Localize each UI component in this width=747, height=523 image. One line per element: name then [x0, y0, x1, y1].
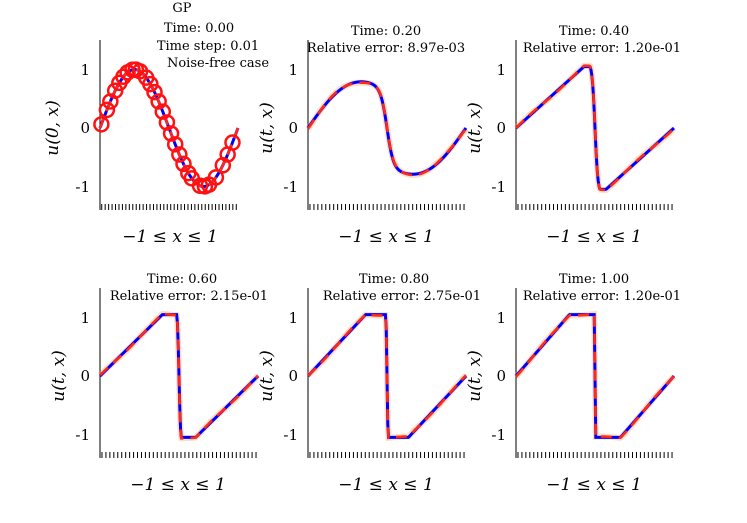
panel-3-ytick-neg1: -1 [491, 178, 506, 196]
panel-2-title-2: Relative error: 8.97e-03 [307, 41, 465, 56]
panel-4-rug [101, 452, 257, 458]
panel-1-observation-point-16 [162, 125, 180, 142]
panel-4-title-1: Time: 0.60 [147, 272, 217, 287]
panel-6-ylabel: u(t, x) [465, 350, 485, 401]
panel-4-plot [97, 310, 261, 442]
panel-3-exact-line [514, 65, 676, 191]
panel-3-xlabel: −1 ≤ x ≤ 1 [546, 227, 642, 247]
panel-4-title-2: Relative error: 2.15e-01 [110, 289, 268, 304]
panel-1-observation-point-11 [142, 75, 159, 93]
panel-6-title-1: Time: 1.00 [559, 272, 629, 287]
panel-1: Time: 0.00 Time step: 0.01 Noise-free ca… [43, 21, 269, 247]
panel-1-observation-point-0 [93, 116, 110, 133]
panel-5-ytick-0: 0 [288, 367, 298, 385]
panel-2-plot [305, 79, 469, 179]
panel-6-xlabel: −1 ≤ x ≤ 1 [546, 475, 642, 495]
panel-1-observation-point-18 [171, 146, 188, 163]
panel-1-observation-point-13 [150, 93, 167, 110]
panel-3-title-2: Relative error: 1.20e-01 [523, 41, 681, 56]
panel-5-ytick-neg1: -1 [283, 426, 298, 444]
panel-6-yticks: 1 0 -1 [491, 309, 506, 444]
panel-2-prediction-line [306, 81, 468, 177]
panel-1-observation-point-19 [175, 155, 192, 173]
panel-5-xlabel: −1 ≤ x ≤ 1 [338, 475, 434, 495]
panel-3: Time: 0.40 Relative error: 1.20e-01 1 0 … [465, 24, 681, 247]
panel-4-ytick-0: 0 [80, 367, 90, 385]
panel-1-ytick-neg1: -1 [75, 178, 90, 196]
panel-3-yticks: 1 0 -1 [491, 61, 506, 196]
panel-5-title-2: Relative error: 2.75e-01 [323, 289, 481, 304]
panel-3-plot [513, 62, 677, 194]
panel-3-ylabel: u(t, x) [465, 102, 485, 153]
panel-2-xlabel: −1 ≤ x ≤ 1 [338, 227, 434, 247]
panel-2-ylabel: u(t, x) [257, 102, 277, 153]
panel-5-plot [305, 311, 469, 442]
panel-1-observation-point-28 [224, 134, 241, 151]
panel-5-ylabel: u(t, x) [257, 350, 277, 401]
panel-5-yticks: 1 0 -1 [283, 309, 298, 444]
panel-6-ytick-1: 1 [496, 309, 506, 327]
panel-1-observation-point-14 [154, 103, 172, 120]
panel-2-ytick-0: 0 [288, 119, 298, 137]
panel-5-ytick-1: 1 [288, 309, 298, 327]
panel-6-ytick-neg1: -1 [491, 426, 506, 444]
panel-6-prediction-line [515, 312, 675, 440]
panel-4-prediction-line [99, 312, 259, 440]
panel-4-ylabel: u(t, x) [49, 350, 69, 401]
panel-3-title-1: Time: 0.40 [559, 24, 629, 39]
panel-1-observation-point-3 [106, 82, 124, 99]
panel-2-rug [309, 204, 465, 210]
panel-4-ytick-neg1: -1 [75, 426, 90, 444]
panel-1-ytick-1: 1 [80, 61, 90, 79]
panel-5-rug [309, 452, 465, 458]
panel-1-yticks: 1 0 -1 [75, 61, 90, 196]
panel-1-observation-point-25 [207, 169, 225, 186]
panel-2-yticks: 1 0 -1 [283, 61, 298, 196]
panel-1-observation-point-17 [166, 136, 184, 153]
panel-1-xlabel: −1 ≤ x ≤ 1 [122, 227, 218, 247]
panel-6: Time: 1.00 Relative error: 1.20e-01 1 0 … [465, 272, 681, 495]
panel-4-xlabel: −1 ≤ x ≤ 1 [130, 475, 226, 495]
panel-1-observation-point-1 [98, 101, 116, 119]
panel-1-rug [101, 204, 237, 210]
panel-2-title-1: Time: 0.20 [351, 24, 421, 39]
panel-6-plot [513, 310, 677, 441]
panel-1-ylabel: u(0, x) [43, 100, 63, 155]
panel-3-rug [517, 204, 673, 210]
panel-4: Time: 0.60 Relative error: 2.15e-01 1 0 … [49, 272, 268, 495]
panel-1-title-3: Noise-free case [167, 56, 269, 71]
panel-1-title-1: Time: 0.00 [164, 21, 234, 36]
panel-4-yticks: 1 0 -1 [75, 309, 90, 444]
panel-3-ytick-0: 0 [496, 119, 506, 137]
panel-4-ytick-1: 1 [80, 309, 90, 327]
panel-5: Time: 0.80 Relative error: 2.75e-01 1 0 … [257, 272, 481, 495]
panel-3-ytick-1: 1 [496, 61, 506, 79]
panel-1-plot [93, 61, 241, 195]
panel-1-observation-point-12 [146, 83, 163, 101]
panel-6-title-2: Relative error: 1.20e-01 [523, 289, 681, 304]
panel-5-prediction-line [307, 313, 467, 440]
panel-2: Time: 0.20 Relative error: 8.97e-03 1 0 … [257, 24, 469, 247]
panel-1-title-2: Time step: 0.01 [157, 39, 259, 54]
panel-2-ytick-1: 1 [288, 61, 298, 79]
panel-1-ytick-0: 0 [80, 119, 90, 137]
panel-2-ytick-neg1: -1 [283, 178, 298, 196]
panel-5-title-1: Time: 0.80 [359, 272, 429, 287]
panel-6-rug [517, 452, 673, 458]
panel-6-ytick-0: 0 [496, 367, 506, 385]
figure-title: GP [172, 1, 191, 16]
